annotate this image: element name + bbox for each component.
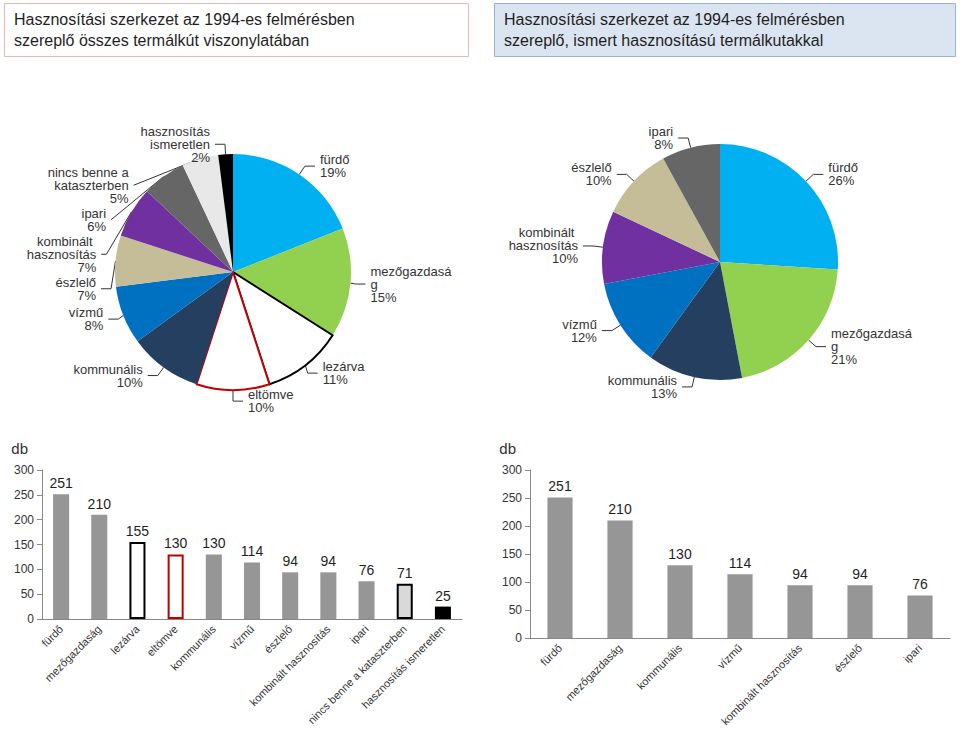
svg-text:lezárva: lezárva bbox=[322, 359, 365, 375]
svg-text:hasznosítás ismeretlen: hasznosítás ismeretlen bbox=[359, 623, 447, 711]
svg-text:6%: 6% bbox=[87, 219, 106, 234]
svg-text:fürdő: fürdő bbox=[319, 152, 350, 168]
svg-text:21%: 21% bbox=[831, 352, 857, 367]
svg-text:300: 300 bbox=[14, 463, 34, 477]
svg-text:155: 155 bbox=[126, 523, 150, 539]
svg-text:250: 250 bbox=[502, 491, 522, 505]
svg-text:2%: 2% bbox=[191, 150, 210, 165]
svg-text:mezőgazdaság: mezőgazdaság bbox=[42, 623, 103, 684]
svg-text:Hasznosítási szerkezet az 1994: Hasznosítási szerkezet az 1994-es felmér… bbox=[14, 11, 359, 28]
svg-text:251: 251 bbox=[49, 475, 73, 491]
svg-text:szereplő, ismert hasznosítású: szereplő, ismert hasznosítású termálkuta… bbox=[504, 32, 823, 49]
svg-text:db: db bbox=[499, 440, 516, 457]
svg-text:10%: 10% bbox=[552, 251, 578, 266]
svg-text:130: 130 bbox=[668, 546, 692, 562]
svg-text:hasznosítás: hasznosítás bbox=[26, 246, 97, 262]
svg-text:észlelő: észlelő bbox=[262, 623, 295, 656]
svg-text:vízmű: vízmű bbox=[562, 316, 597, 332]
svg-text:200: 200 bbox=[502, 519, 522, 533]
svg-text:8%: 8% bbox=[85, 318, 104, 333]
svg-text:100: 100 bbox=[502, 575, 522, 589]
svg-text:5%: 5% bbox=[110, 191, 129, 206]
svg-text:114: 114 bbox=[241, 543, 264, 559]
svg-text:mezőgazdaság: mezőgazdaság bbox=[563, 642, 624, 703]
svg-text:vízmű: vízmű bbox=[68, 305, 104, 321]
svg-text:11%: 11% bbox=[323, 372, 348, 387]
svg-text:ipari: ipari bbox=[901, 642, 924, 665]
svg-text:vízmű: vízmű bbox=[227, 623, 256, 652]
svg-text:10%: 10% bbox=[248, 400, 274, 415]
svg-text:kommunális: kommunális bbox=[607, 372, 678, 388]
svg-text:fürdő: fürdő bbox=[538, 642, 564, 668]
svg-text:észlelő: észlelő bbox=[832, 642, 865, 675]
svg-text:szereplő összes termálkút visz: szereplő összes termálkút viszonylatában bbox=[14, 32, 309, 49]
svg-text:94: 94 bbox=[852, 566, 868, 582]
svg-text:10%: 10% bbox=[117, 375, 143, 390]
svg-text:kataszterben: kataszterben bbox=[50, 177, 129, 193]
svg-text:251: 251 bbox=[548, 478, 572, 494]
svg-text:észlelő: észlelő bbox=[571, 160, 612, 176]
svg-text:db: db bbox=[11, 440, 28, 457]
svg-text:észlelő: észlelő bbox=[55, 274, 96, 290]
svg-text:fürdő: fürdő bbox=[39, 623, 65, 649]
svg-text:0: 0 bbox=[515, 631, 522, 645]
svg-text:kombinált: kombinált bbox=[518, 225, 578, 241]
svg-text:10%: 10% bbox=[586, 173, 612, 188]
svg-text:114: 114 bbox=[729, 555, 752, 571]
svg-text:76: 76 bbox=[359, 562, 375, 578]
svg-text:ismeretlen: ismeretlen bbox=[146, 136, 210, 152]
svg-text:kommunális: kommunális bbox=[168, 622, 218, 672]
svg-text:50: 50 bbox=[21, 587, 35, 601]
svg-text:7%: 7% bbox=[77, 260, 96, 275]
svg-text:15%: 15% bbox=[370, 290, 396, 305]
svg-text:300: 300 bbox=[502, 463, 522, 477]
svg-text:210: 210 bbox=[88, 496, 112, 512]
svg-text:kommunális: kommunális bbox=[73, 361, 143, 377]
svg-text:8%: 8% bbox=[654, 137, 673, 152]
svg-text:150: 150 bbox=[14, 538, 34, 552]
svg-text:eltömve: eltömve bbox=[248, 387, 294, 403]
svg-text:94: 94 bbox=[321, 553, 337, 569]
svg-text:200: 200 bbox=[14, 513, 34, 527]
svg-text:100: 100 bbox=[14, 562, 34, 576]
svg-text:kombinált hasznosítás: kombinált hasznosítás bbox=[247, 622, 333, 708]
svg-text:kommunális: kommunális bbox=[634, 641, 684, 691]
svg-text:hasznosítás: hasznosítás bbox=[508, 238, 578, 254]
svg-text:nincs benne a: nincs benne a bbox=[47, 164, 129, 180]
svg-text:26%: 26% bbox=[828, 173, 854, 188]
svg-text:mezőgazdasá: mezőgazdasá bbox=[370, 264, 452, 279]
svg-text:mezőgazdasá: mezőgazdasá bbox=[831, 326, 913, 341]
svg-text:250: 250 bbox=[14, 488, 34, 502]
svg-text:94: 94 bbox=[282, 553, 298, 569]
svg-text:130: 130 bbox=[202, 535, 226, 551]
svg-text:12%: 12% bbox=[571, 330, 597, 345]
svg-text:76: 76 bbox=[912, 576, 928, 592]
svg-text:hasznosítás: hasznosítás bbox=[140, 123, 210, 139]
svg-text:7%: 7% bbox=[77, 288, 96, 303]
svg-text:kombinált hasznosítás: kombinált hasznosítás bbox=[719, 641, 805, 727]
svg-text:g: g bbox=[831, 339, 839, 355]
svg-text:ipari: ipari bbox=[348, 623, 371, 646]
svg-text:130: 130 bbox=[164, 535, 188, 551]
svg-text:eltömve: eltömve bbox=[144, 623, 180, 659]
svg-text:150: 150 bbox=[502, 547, 522, 561]
svg-text:vízmű: vízmű bbox=[715, 642, 744, 671]
svg-text:ipari: ipari bbox=[648, 124, 674, 139]
svg-text:lezárva: lezárva bbox=[108, 622, 142, 656]
svg-text:kombinált: kombinált bbox=[37, 233, 97, 249]
svg-text:71: 71 bbox=[397, 565, 413, 581]
svg-text:50: 50 bbox=[509, 603, 523, 617]
svg-text:ipari: ipari bbox=[81, 205, 107, 221]
svg-text:fürdő: fürdő bbox=[828, 160, 858, 176]
svg-text:13%: 13% bbox=[651, 386, 677, 401]
svg-text:0: 0 bbox=[27, 612, 34, 626]
svg-text:25: 25 bbox=[435, 588, 451, 604]
svg-text:19%: 19% bbox=[320, 165, 346, 180]
svg-text:Hasznosítási szerkezet az 1994: Hasznosítási szerkezet az 1994-es felmér… bbox=[504, 11, 849, 28]
svg-text:g: g bbox=[370, 276, 378, 292]
svg-text:nincs benne a kataszterben: nincs benne a kataszterben bbox=[305, 622, 409, 727]
svg-text:94: 94 bbox=[792, 566, 808, 582]
svg-text:210: 210 bbox=[608, 501, 632, 517]
